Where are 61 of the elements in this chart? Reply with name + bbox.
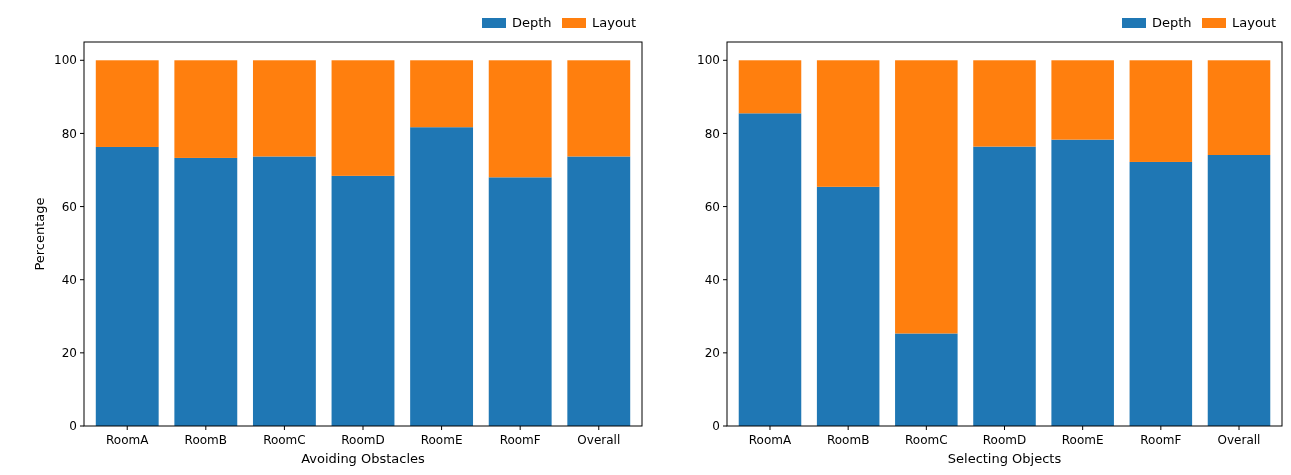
y-tick-label: 40 [704, 272, 720, 287]
y-tick-label: 20 [61, 346, 77, 361]
x-tick-label: RoomC [263, 433, 306, 447]
bar [174, 60, 238, 158]
bar [895, 333, 958, 426]
legend-label: Depth [1152, 15, 1192, 30]
x-tick-label: Overall [577, 433, 621, 447]
bar [738, 113, 802, 426]
x-tick-label: RoomB [826, 433, 870, 447]
x-tick-label: RoomF [1140, 433, 1182, 447]
bar [95, 60, 159, 147]
x-tick-label: RoomA [748, 433, 792, 447]
bar [895, 60, 958, 334]
bar [95, 146, 159, 426]
x-axis-title: Avoiding Obstacles [301, 451, 426, 466]
y-tick-label: 60 [61, 199, 77, 214]
bar [331, 175, 395, 426]
bar [410, 127, 474, 426]
legend-label: Depth [512, 15, 552, 30]
x-tick-label: RoomE [1061, 433, 1104, 447]
x-axis-title: Selecting Objects [947, 451, 1062, 466]
y-tick-label: 100 [697, 53, 720, 68]
legend-label: Layout [592, 15, 637, 30]
bar [331, 60, 395, 176]
x-tick-label: Overall [1217, 433, 1261, 447]
bar [410, 60, 474, 128]
bar [252, 156, 316, 426]
bar [252, 60, 316, 157]
x-tick-label: RoomB [184, 433, 228, 447]
bar [488, 60, 552, 178]
y-axis-title: Percentage [32, 197, 47, 271]
y-tick-label: 80 [704, 126, 720, 141]
bar [567, 60, 631, 157]
bar [1051, 60, 1114, 140]
x-tick-label: RoomE [420, 433, 463, 447]
x-tick-label: RoomA [106, 433, 150, 447]
bar [567, 156, 631, 426]
bar [1051, 139, 1114, 426]
y-tick-label: 60 [704, 199, 720, 214]
y-tick-label: 0 [712, 419, 720, 434]
bar [1207, 60, 1271, 156]
y-tick-label: 80 [61, 126, 77, 141]
bar [1129, 60, 1193, 162]
bar [973, 146, 1036, 426]
x-tick-label: RoomC [905, 433, 948, 447]
bar [1129, 161, 1193, 426]
bar [816, 60, 880, 187]
x-tick-label: RoomD [982, 433, 1027, 447]
bar [1207, 155, 1271, 426]
x-tick-label: RoomD [341, 433, 385, 447]
x-tick-label: RoomF [499, 433, 541, 447]
y-tick-label: 40 [61, 272, 77, 287]
bar [973, 60, 1036, 147]
legend-label: Layout [1232, 15, 1277, 30]
y-tick-label: 20 [704, 346, 720, 361]
bar [488, 177, 552, 426]
bar [174, 157, 238, 426]
y-tick-label: 0 [69, 419, 77, 434]
bar [738, 60, 802, 114]
bar [816, 186, 880, 426]
y-tick-label: 100 [54, 53, 77, 68]
